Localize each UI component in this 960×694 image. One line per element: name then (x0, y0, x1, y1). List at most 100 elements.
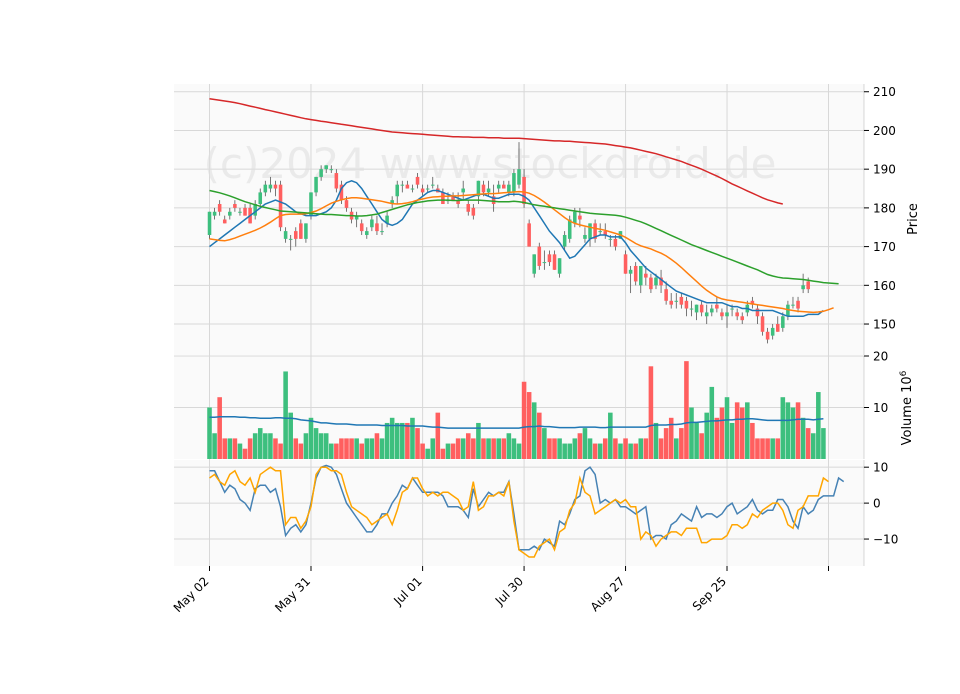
volume-bar (587, 438, 593, 459)
volume-bar (608, 412, 613, 459)
candle (760, 312, 765, 336)
candle-body (750, 300, 755, 305)
candle-body (304, 223, 308, 239)
candle-body (324, 165, 328, 170)
candle (415, 173, 420, 189)
candle (430, 176, 435, 189)
volume-bar (765, 438, 770, 459)
candle-body (375, 223, 379, 232)
volume-bar (344, 438, 349, 459)
x-tick-label: May 02 (171, 574, 212, 615)
candle-body (649, 277, 653, 290)
candle (537, 242, 542, 270)
candle-body (537, 246, 542, 266)
volume-bar (506, 433, 512, 459)
y-tick-label: 160 (873, 279, 896, 293)
candle-body (405, 184, 410, 189)
volume-bar (303, 433, 309, 459)
candle (781, 312, 785, 332)
volume-bar (750, 422, 755, 459)
candle (628, 265, 633, 294)
volume-bar (445, 443, 451, 459)
candle-body (233, 204, 237, 208)
candle-body (288, 238, 293, 240)
candle-body (679, 296, 684, 305)
volume-bar (349, 438, 354, 459)
candle (755, 304, 760, 325)
x-tick-label: Aug 27 (588, 574, 628, 614)
candle (527, 219, 531, 247)
volume-bar (334, 443, 339, 459)
volume-bar (369, 438, 375, 459)
candle-body (532, 254, 536, 274)
volume-bar (430, 438, 436, 459)
volume-bar (516, 443, 522, 459)
candle (365, 227, 369, 239)
price-axis-label: Price (906, 203, 921, 235)
candle-body (441, 192, 445, 205)
candle-body (486, 188, 491, 193)
volume-bar (714, 417, 720, 459)
candle (385, 211, 389, 228)
candle (547, 250, 552, 266)
candle (765, 327, 770, 344)
volume-bar (435, 412, 441, 459)
volume-bar (633, 443, 638, 459)
candle (238, 207, 242, 216)
candle (644, 265, 648, 286)
volume-bar (384, 422, 390, 459)
candle-body (481, 184, 486, 193)
candle-body (694, 304, 699, 313)
volume-bar (739, 407, 745, 459)
volume-bar (816, 392, 821, 459)
candle (522, 169, 526, 208)
candle (405, 180, 410, 189)
volume-bar (800, 417, 806, 459)
y-tick-label: 190 (873, 163, 896, 177)
candle-body (644, 273, 648, 278)
candle (633, 262, 638, 286)
volume-bar (217, 397, 222, 459)
candle (603, 223, 608, 239)
candle (324, 165, 328, 174)
volume-bar (222, 438, 228, 459)
candle (329, 165, 334, 174)
candle-body (603, 231, 608, 235)
volume-bar (481, 438, 486, 459)
volume-bar (684, 361, 689, 459)
candle (319, 165, 323, 181)
volume-bar (308, 417, 314, 459)
candle-body (471, 207, 476, 216)
volume-bar (425, 448, 430, 459)
candle-body (664, 289, 668, 301)
volume-bar (339, 438, 344, 459)
candle-body (243, 207, 247, 216)
candle (502, 180, 506, 189)
candle (471, 204, 476, 220)
candle-body (278, 184, 283, 228)
candle-body (674, 300, 679, 302)
candle-body (273, 184, 278, 189)
candle-body (451, 196, 455, 201)
candle (542, 250, 547, 270)
candle-body (781, 316, 785, 328)
candle-body (502, 184, 506, 189)
candle-body (613, 238, 618, 247)
candle-body (425, 188, 430, 190)
y-tick-label: 150 (873, 318, 896, 332)
volume-bar (415, 428, 420, 459)
candle-body (238, 211, 242, 213)
candle-body (740, 316, 745, 321)
volume-bar (531, 402, 537, 459)
candle-body (359, 223, 364, 232)
y-tick-label: 10 (873, 401, 888, 415)
y-tick-label: 20 (873, 350, 888, 364)
candle-body (684, 300, 689, 309)
candle-body (638, 265, 643, 286)
candle-body (578, 215, 582, 220)
volume-bar (460, 438, 466, 459)
candle-body (400, 184, 405, 186)
volume-bar (805, 428, 811, 459)
candle-body (339, 184, 344, 201)
candle (258, 188, 263, 208)
